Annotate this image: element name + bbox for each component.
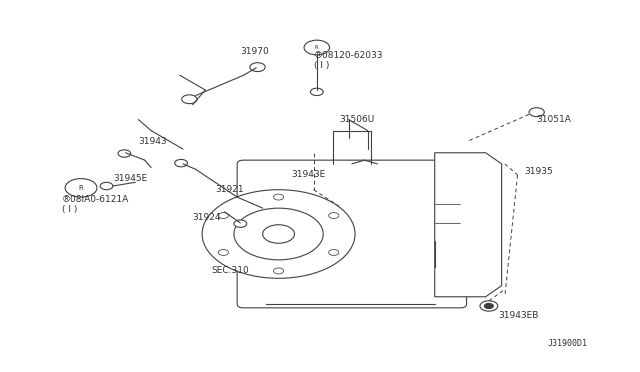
Circle shape [262, 225, 294, 243]
Text: 31970: 31970 [241, 47, 269, 56]
FancyBboxPatch shape [237, 160, 467, 308]
Text: J31900D1: J31900D1 [548, 340, 588, 349]
Text: 31943: 31943 [138, 137, 167, 146]
Circle shape [304, 40, 330, 55]
Circle shape [218, 212, 228, 218]
Circle shape [310, 88, 323, 96]
Circle shape [182, 95, 197, 104]
Text: SEC.310: SEC.310 [212, 266, 250, 275]
Text: 31506U: 31506U [339, 115, 374, 124]
Text: 31943E: 31943E [291, 170, 326, 179]
Text: 31945E: 31945E [113, 174, 147, 183]
Text: 31051A: 31051A [537, 115, 572, 124]
Circle shape [202, 190, 355, 278]
Circle shape [234, 220, 246, 227]
Circle shape [65, 179, 97, 197]
Circle shape [175, 160, 188, 167]
Circle shape [529, 108, 544, 116]
Circle shape [273, 194, 284, 200]
Circle shape [329, 212, 339, 218]
Circle shape [484, 304, 493, 309]
Circle shape [118, 150, 131, 157]
Text: R: R [79, 185, 83, 191]
Text: R: R [315, 45, 319, 50]
Text: ®08120-62033
( I ): ®08120-62033 ( I ) [314, 51, 383, 70]
Circle shape [218, 250, 228, 256]
Circle shape [480, 301, 498, 311]
Polygon shape [435, 153, 502, 297]
Text: 31943EB: 31943EB [499, 311, 539, 320]
Circle shape [329, 250, 339, 256]
Circle shape [234, 208, 323, 260]
Text: 31935: 31935 [524, 167, 553, 176]
Circle shape [250, 62, 265, 71]
Text: 31921: 31921 [215, 185, 243, 194]
Text: 31924: 31924 [193, 213, 221, 222]
Text: ®08IA0-6121A
( I ): ®08IA0-6121A ( I ) [62, 195, 129, 214]
Circle shape [100, 182, 113, 190]
Circle shape [273, 268, 284, 274]
